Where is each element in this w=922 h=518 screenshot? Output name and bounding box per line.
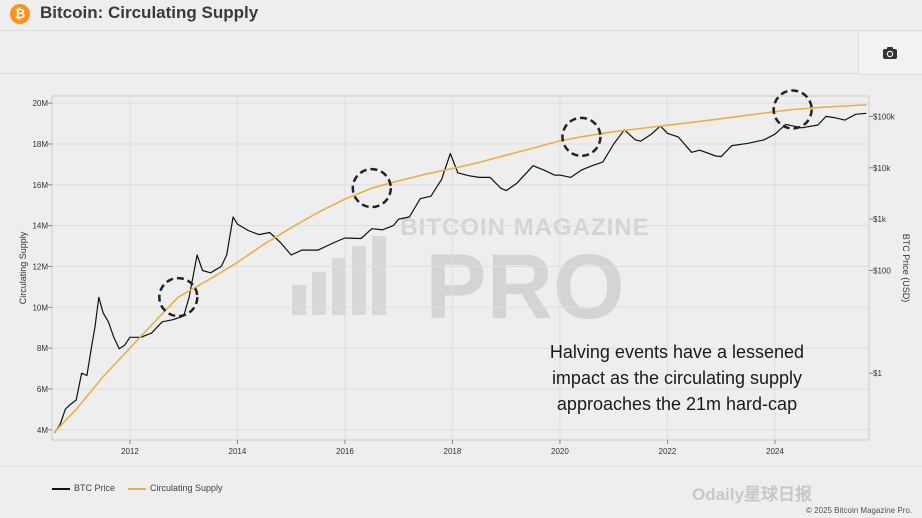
series-line-btc-price	[54, 112, 867, 433]
tick-label-left-5: 14M	[32, 222, 48, 231]
legend-item-circulating-supply[interactable]: Circulating Supply	[128, 483, 223, 493]
watermark-line-2: PRO	[425, 236, 624, 338]
tick-label-left-1: 6M	[37, 385, 48, 394]
tick-label-left-8: 20M	[32, 99, 48, 108]
tick-label-bottom-5: 2022	[659, 447, 677, 456]
chart-annotation: Halving events have a lessened impact as …	[550, 342, 804, 414]
header-divider	[0, 30, 922, 31]
legend-swatch-circulating-supply	[128, 487, 146, 490]
annotation-line-0: Halving events have a lessened	[550, 342, 804, 362]
watermark-bar-0	[292, 285, 306, 315]
halving-circle-2	[561, 116, 602, 158]
legend-item-btc-price[interactable]: BTC Price	[52, 483, 115, 493]
camera-icon	[883, 47, 897, 59]
tick-label-bottom-0: 2012	[121, 447, 139, 456]
screenshot-button[interactable]	[858, 33, 922, 75]
tick-label-left-4: 12M	[32, 262, 48, 271]
footer-divider	[0, 466, 922, 467]
series-line-circulating-supply	[54, 104, 867, 433]
toolbar-divider	[0, 73, 858, 74]
halving-circle-0	[158, 276, 199, 318]
tick-label-right-4: $100k	[873, 112, 896, 121]
chart-title: Bitcoin: Circulating Supply	[40, 3, 259, 22]
watermark-bar-1	[312, 272, 326, 315]
watermark-bar-3	[352, 246, 366, 315]
chart-series	[54, 104, 867, 433]
annotation-line-1: impact as the circulating supply	[552, 368, 802, 388]
chart-header: ₿ Bitcoin: Circulating Supply	[0, 0, 922, 30]
watermark-line-1: BITCOIN MAGAZINE	[400, 214, 649, 241]
tick-label-bottom-4: 2020	[551, 447, 569, 456]
tick-label-right-0: $1	[873, 369, 882, 378]
annotation-line-2: approaches the 21m hard-cap	[557, 394, 797, 414]
tick-label-right-1: $100	[873, 266, 891, 275]
tick-label-left-0: 4M	[37, 426, 48, 435]
watermark-bar-4	[372, 236, 386, 315]
halving-highlights	[158, 89, 813, 318]
tick-label-left-3: 10M	[32, 303, 48, 312]
tick-label-left-6: 16M	[32, 181, 48, 190]
tick-label-bottom-2: 2016	[336, 447, 354, 456]
legend-label-circulating-supply: Circulating Supply	[150, 483, 223, 493]
y-axis-right-label: BTC Price (USD)	[901, 234, 911, 303]
y-axis-left-label: Circulating Supply	[18, 231, 28, 304]
chart-axes: 4M 6M 8M 10M 12M 14M 16M 18M 20M 2012 2014 2016 2018…	[18, 99, 911, 456]
plot-frame	[51, 95, 870, 441]
halving-circle-3	[772, 89, 813, 130]
tick-label-right-3: $10k	[873, 164, 891, 173]
tick-label-bottom-6: 2024	[766, 447, 784, 456]
tick-label-left-7: 18M	[32, 140, 48, 149]
halving-circle-1	[351, 167, 393, 209]
chart-grid	[52, 96, 869, 440]
legend-label-btc-price: BTC Price	[74, 483, 116, 493]
watermark-bar-2	[332, 258, 346, 315]
tick-label-bottom-1: 2014	[229, 447, 247, 456]
legend-swatch-btc-price	[52, 487, 70, 490]
brand-watermark: Odaily星球日报	[692, 485, 812, 504]
tick-label-bottom-3: 2018	[444, 447, 462, 456]
tick-label-left-2: 8M	[37, 344, 48, 353]
tick-label-right-2: $1k	[873, 215, 887, 224]
copyright-text: © 2025 Bitcoin Magazine Pro.	[806, 506, 912, 515]
bitcoin-logo-icon: ₿	[10, 4, 30, 24]
